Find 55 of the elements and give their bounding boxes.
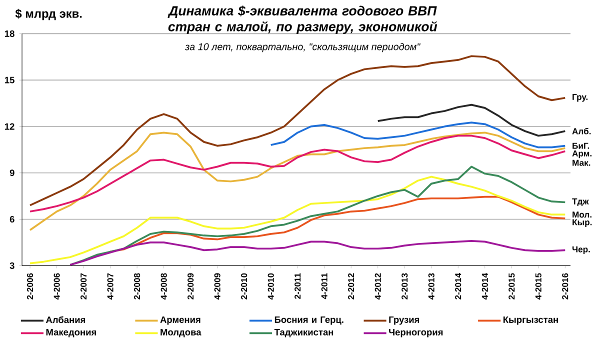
x-tick-label: 2-2011	[294, 273, 301, 299]
x-tick-label: 2-2006	[27, 273, 34, 300]
x-tick-label: 2-2014	[455, 272, 462, 300]
annotation: Мол.	[572, 211, 592, 218]
legend-label: Таджикистан	[274, 328, 334, 338]
y-tick-label: 15	[4, 76, 14, 84]
text: за 10 лет, поквартально, "скользящим периодом"	[185, 42, 421, 52]
legend-label: Босния и Герц.	[274, 316, 344, 325]
line-series	[69, 166, 566, 266]
x-tick-label: 2-2009	[188, 273, 194, 300]
annotation: Кыр.	[572, 219, 592, 227]
x-tick-label: 4-2014	[482, 272, 488, 300]
legend-label: Албания	[46, 316, 86, 323]
x-tick-label: 2-2015	[508, 273, 515, 300]
x-tick-label: 4-2015	[535, 273, 542, 300]
y-tick-label: 9	[10, 169, 14, 176]
annotation: Тдж	[572, 198, 589, 206]
x-tick-label: 4-2013	[428, 273, 434, 300]
legend-label: Черногория	[389, 328, 443, 338]
line-series	[29, 132, 566, 231]
x-tick-label: 2-2010	[241, 273, 248, 300]
annotation: Алб.	[572, 128, 591, 134]
line-series	[69, 240, 566, 266]
x-tick-label: 2-2013	[402, 273, 408, 300]
x-tick-label: 4-2008	[160, 273, 167, 300]
chart-title: Динамика $-эквивалента годового ВВП стран с малой, по размеру, экономикой	[168, 5, 438, 34]
y-tick-label: 3	[10, 262, 14, 269]
annotation: Чер.	[572, 246, 590, 254]
legend-label: Молдова	[160, 328, 202, 338]
annotation: БиГ.	[572, 142, 590, 149]
x-tick-label: 2-2007	[80, 273, 87, 300]
legend-label: Кыргызстан	[503, 316, 558, 325]
x-tick-label: 2-2008	[134, 273, 140, 300]
line-series	[376, 104, 566, 137]
legend-label: Грузия	[389, 316, 420, 325]
annotation: Арм.	[572, 150, 592, 158]
line-series	[270, 122, 566, 148]
line-series	[29, 134, 566, 212]
line-series	[29, 55, 566, 206]
x-tick-label: 2-2016	[562, 273, 568, 300]
x-tick-label: 2-2012	[348, 273, 354, 300]
x-tick-label: 4-2007	[107, 273, 114, 300]
x-tick-label: 4-2011	[321, 273, 328, 299]
y-tick-label: 6	[10, 216, 14, 222]
y-axis-title: $ млрд экв.	[15, 8, 82, 20]
x-tick-label: 4-2006	[54, 273, 60, 300]
annotation: Гру.	[572, 94, 588, 102]
x-tick-label: 4-2009	[214, 273, 220, 300]
y-tick-label: 12	[4, 123, 14, 130]
legend-label: Армения	[160, 316, 200, 325]
legend-label: Македония	[46, 328, 96, 338]
y-tick-label: 18	[4, 30, 14, 37]
x-tick-label: 4-2012	[374, 273, 381, 300]
annotation: Мак.	[572, 160, 590, 166]
x-tick-label: 4-2010	[268, 273, 274, 300]
